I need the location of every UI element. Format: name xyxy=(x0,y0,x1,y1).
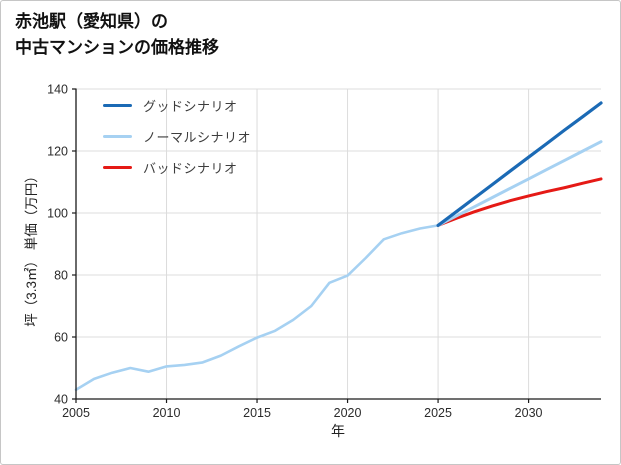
chart-title-line2: 中古マンションの価格推移 xyxy=(15,38,219,57)
legend: グッドシナリオ ノーマルシナリオ バッドシナリオ xyxy=(103,90,251,183)
series-line-bad xyxy=(436,177,603,227)
x-tick-label: 2005 xyxy=(62,406,90,420)
x-tick-label: 2010 xyxy=(153,406,181,420)
legend-item-bad: バッドシナリオ xyxy=(103,152,251,183)
y-tick-label: 120 xyxy=(47,145,68,159)
x-tick-label: 2015 xyxy=(243,406,271,420)
x-tick-label: 2020 xyxy=(334,406,362,420)
y-tick-label: 80 xyxy=(54,269,68,283)
series-line-normal xyxy=(436,140,603,227)
chart-title-line1: 赤池駅（愛知県）の xyxy=(15,12,168,31)
legend-label-normal: ノーマルシナリオ xyxy=(143,130,252,145)
series-line-history xyxy=(74,224,440,392)
legend-line-good-icon xyxy=(103,104,132,107)
legend-line-normal-icon xyxy=(103,135,132,138)
y-tick-label: 40 xyxy=(54,393,68,407)
y-tick-label: 140 xyxy=(47,83,68,97)
x-tick-label: 2025 xyxy=(424,406,452,420)
chart-title: 赤池駅（愛知県）の 中古マンションの価格推移 xyxy=(15,9,219,61)
y-axis-label: 坪（3.3㎡） 単価（万円） xyxy=(24,169,39,327)
legend-line-bad-icon xyxy=(103,166,132,169)
legend-label-bad: バッドシナリオ xyxy=(143,161,238,176)
series-line-good xyxy=(436,101,603,227)
legend-item-good: グッドシナリオ xyxy=(103,90,251,121)
y-tick-label: 60 xyxy=(54,331,68,345)
x-tick-label: 2030 xyxy=(515,406,543,420)
y-tick-label: 100 xyxy=(47,207,68,221)
legend-item-normal: ノーマルシナリオ xyxy=(103,121,251,152)
legend-label-good: グッドシナリオ xyxy=(143,99,238,114)
x-axis-label: 年 xyxy=(331,423,345,439)
